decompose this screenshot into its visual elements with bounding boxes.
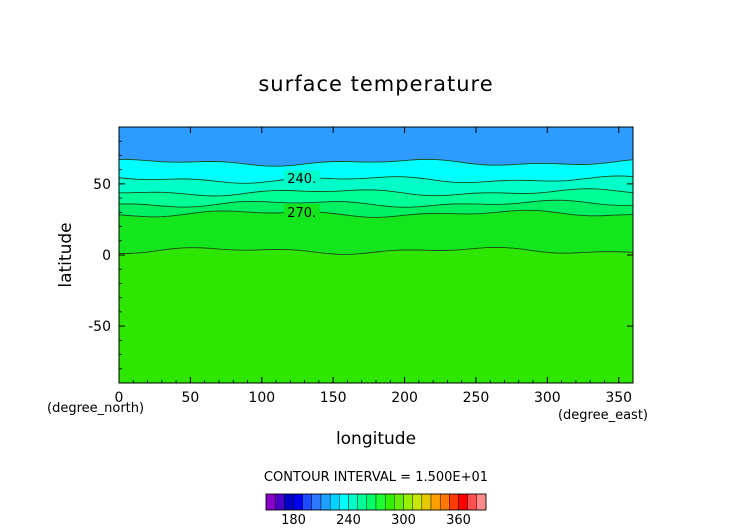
x-tick-label: 200	[391, 390, 418, 406]
colorbar-swatch	[458, 493, 468, 511]
colorbar-swatch	[375, 493, 386, 511]
contour-line	[118, 175, 634, 184]
y-unit-label: (degree_north)	[47, 401, 144, 416]
colorbar: 180 240 300 360	[265, 493, 487, 528]
temperature-band	[118, 247, 634, 384]
colorbar-swatch	[467, 493, 478, 511]
colorbar-tick-label: 240	[336, 513, 361, 528]
x-tick-label: 250	[463, 390, 490, 406]
contour-line	[119, 158, 634, 167]
contour-label-bg	[283, 170, 320, 186]
colorbar-swatch	[384, 493, 395, 511]
colorbar-swatch	[302, 493, 313, 511]
temperature-bands	[118, 126, 634, 384]
x-axis: 0 50 100 150 200 250 300 350	[115, 127, 632, 406]
contour-line	[119, 246, 634, 255]
colorbar-swatch	[430, 493, 441, 511]
colorbar-frame	[265, 493, 487, 511]
x-tick-label: 350	[605, 390, 632, 406]
x-unit-label: (degree_east)	[558, 408, 648, 423]
colorbar-swatch	[348, 493, 358, 511]
colorbar-tick-label: 180	[281, 513, 306, 528]
colorbar-swatch	[366, 493, 377, 511]
colorbar-swatch	[476, 493, 487, 511]
colorbar-swatch	[284, 493, 294, 511]
x-axis-label: longitude	[336, 429, 416, 449]
contour-label: 240.	[287, 172, 316, 187]
colorbar-swatch	[449, 493, 459, 511]
x-tick-label: 100	[248, 390, 275, 406]
colorbar-swatch	[265, 493, 276, 511]
colorbar-swatch	[439, 493, 450, 511]
contour-line	[118, 209, 634, 218]
temperature-band	[118, 126, 634, 167]
y-tick-label: 50	[93, 177, 111, 193]
contour-lines	[118, 158, 634, 255]
colorbar-swatch	[329, 493, 340, 511]
y-axis: 50 0 -50	[88, 140, 633, 370]
contour-line	[119, 188, 634, 197]
colorbar-swatch	[311, 493, 322, 511]
x-tick-label: 50	[181, 390, 199, 406]
chart-title: surface temperature	[258, 72, 493, 96]
contour-label-bg	[283, 204, 320, 220]
contour-labels: 240. 270.	[283, 170, 320, 221]
x-tick-label: 150	[320, 390, 347, 406]
x-tick-label: 0	[115, 390, 124, 406]
x-tick-label: 300	[534, 390, 561, 406]
colorbar-swatch	[421, 493, 432, 511]
colorbar-swatch	[403, 493, 413, 511]
contour-interval-text: CONTOUR INTERVAL = 1.500E+01	[264, 470, 488, 485]
colorbar-swatch	[320, 493, 331, 511]
contour-line	[118, 199, 634, 208]
colorbar-swatch	[293, 493, 303, 511]
contour-label: 270.	[287, 206, 316, 221]
colorbar-swatch	[412, 493, 423, 511]
y-tick-label: -50	[88, 319, 111, 335]
colorbar-swatch	[274, 493, 285, 511]
y-tick-label: 0	[102, 248, 111, 264]
colorbar-swatch	[357, 493, 368, 511]
colorbar-swatch	[339, 493, 349, 511]
y-axis-label: latitude	[56, 222, 76, 287]
colorbar-swatch	[394, 493, 404, 511]
colorbar-tick-label: 300	[391, 513, 416, 528]
colorbar-tick-label: 360	[446, 513, 471, 528]
